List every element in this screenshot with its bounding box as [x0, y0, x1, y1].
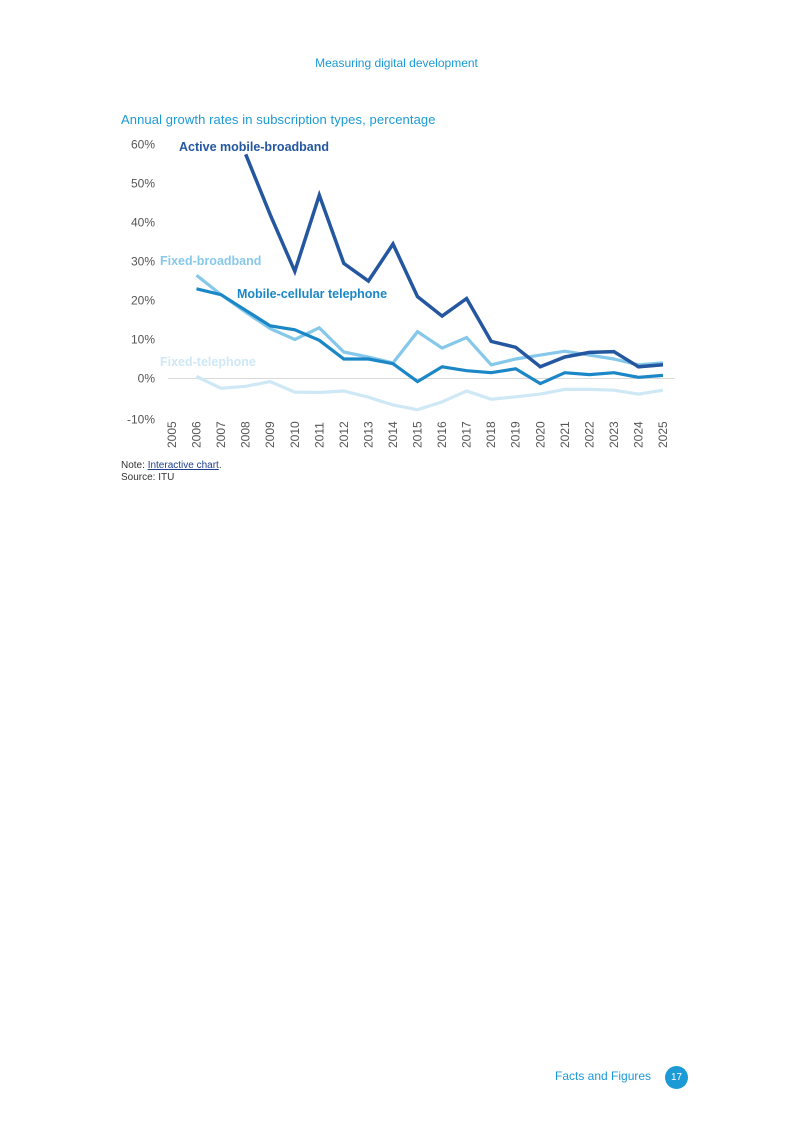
y-tick-label: 0% — [138, 372, 156, 386]
x-tick-label: 2025 — [656, 421, 670, 448]
y-tick-label: 20% — [131, 294, 155, 308]
x-tick-label: 2018 — [484, 421, 498, 448]
y-tick-label: 30% — [131, 255, 155, 269]
x-tick-label: 2008 — [239, 421, 253, 448]
series-line-fixed_telephone — [195, 375, 664, 412]
x-tick-label: 2007 — [214, 421, 228, 448]
y-tick-label: -10% — [127, 413, 155, 427]
interactive-chart-link[interactable]: Interactive chart — [147, 460, 219, 471]
note-suffix: . — [218, 460, 222, 471]
series-label-active_mobile_broadband: Active mobile-broadband — [179, 140, 329, 154]
x-tick-label: 2023 — [607, 421, 621, 448]
x-tick-label: 2015 — [411, 421, 425, 448]
x-tick-label: 2020 — [533, 421, 547, 448]
page-header-title: Measuring digital development — [315, 56, 478, 70]
x-tick-label: 2009 — [263, 421, 277, 448]
x-tick-label: 2011 — [312, 422, 326, 448]
y-tick-label: 50% — [131, 177, 155, 191]
chart-note: Note: Interactive chart. Source: ITU — [121, 460, 222, 484]
x-tick-label: 2017 — [460, 421, 474, 448]
x-tick-label: 2021 — [558, 421, 572, 448]
series-line-mobile_cellular — [196, 287, 664, 386]
source-text: Source: ITU — [121, 472, 175, 483]
x-tick-label: 2013 — [361, 421, 375, 448]
x-tick-label: 2014 — [386, 421, 400, 448]
x-tick-label: 2022 — [582, 421, 596, 448]
y-tick-label: 60% — [131, 138, 155, 152]
note-prefix: Note: — [121, 460, 148, 471]
x-tick-label: 2010 — [288, 421, 302, 448]
x-tick-label: 2019 — [509, 421, 523, 448]
footer-label: Facts and Figures — [555, 1069, 652, 1083]
x-tick-label: 2006 — [190, 421, 204, 448]
series-label-fixed_telephone: Fixed-telephone — [160, 355, 256, 369]
series-label-mobile_cellular: Mobile-cellular telephone — [237, 287, 387, 301]
y-tick-label: 10% — [131, 333, 155, 347]
x-tick-label: 2012 — [337, 421, 351, 448]
chart-title: Annual growth rates in subscription type… — [121, 112, 436, 127]
series-line-active_mobile_broadband — [244, 153, 664, 369]
page-number-badge: 17 — [665, 1066, 688, 1089]
series-label-fixed_broadband: Fixed-broadband — [160, 254, 261, 268]
x-tick-label: 2024 — [631, 421, 645, 448]
y-tick-label: 40% — [131, 216, 155, 230]
x-tick-label: 2016 — [435, 421, 449, 448]
x-tick-label: 2005 — [165, 421, 179, 448]
growth-rates-line-chart: 60% 50% 40% 30% 20% 10% 0% -10% 2005 2006 2007 2008… — [127, 138, 675, 448]
